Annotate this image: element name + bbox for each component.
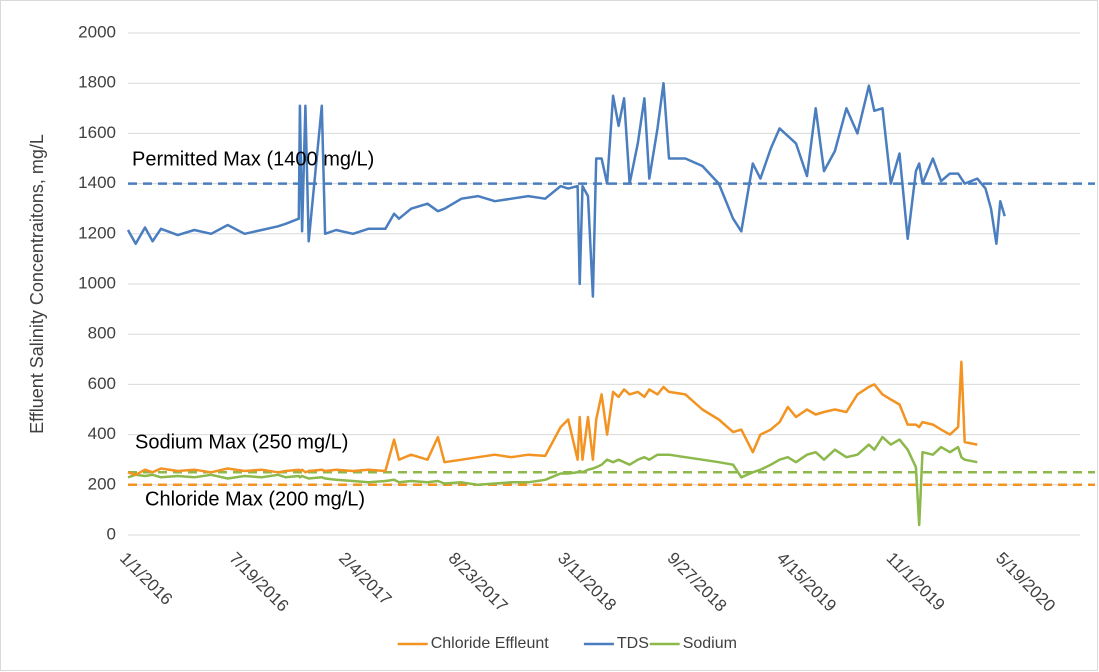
legend-label: TDS	[617, 635, 649, 652]
series-line	[126, 81, 1006, 298]
y-tick-label: 2000	[78, 22, 116, 41]
y-tick-label: 400	[88, 424, 116, 443]
y-tick-label: 1600	[78, 123, 116, 142]
y-tick-label: 200	[88, 474, 116, 493]
annotation: Chloride Max (200 mg/L)	[145, 488, 365, 510]
y-tick-label: 1000	[78, 273, 116, 292]
annotation: Permitted Max (1400 mg/L)	[132, 148, 374, 170]
y-tick-label: 1400	[78, 173, 116, 192]
series-line	[127, 435, 978, 527]
legend-label: Sodium	[683, 635, 737, 652]
y-tick-label: 1200	[78, 223, 116, 242]
legend-label: Chloride Effleunt	[431, 635, 550, 652]
series-line	[127, 360, 978, 477]
y-tick-label: 600	[88, 374, 116, 393]
y-tick-label: 0	[107, 524, 116, 543]
y-tick-label: 1800	[78, 73, 116, 92]
y-axis-label: Effluent Salinity Concentraitons, mg/L	[27, 134, 47, 434]
annotation: Sodium Max (250 mg/L)	[135, 431, 348, 453]
y-tick-label: 800	[88, 324, 116, 343]
legend: Chloride Effleunt TDS Sodium	[397, 635, 737, 652]
